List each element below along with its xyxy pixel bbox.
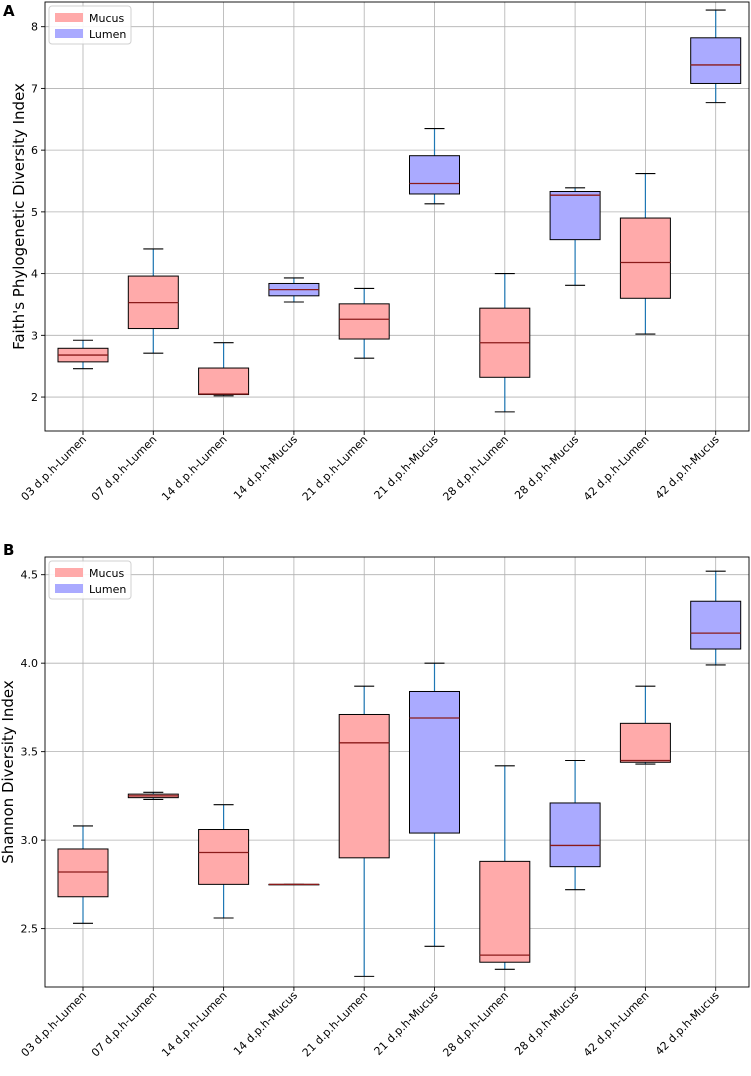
panel-letter: A [3,2,15,20]
box-07-d-p-h-lumen [127,791,179,800]
x-tick-label: 28 d.p.h-Lumen [440,989,511,1060]
iqr-box [479,860,531,963]
iqr-box [198,829,250,885]
box-42-d-p-h-lumen [619,173,671,335]
y-tick-label: 2.5 [21,923,39,936]
iqr-box [409,690,460,834]
x-tick-label: 28 d.p.h-Mucus [512,433,581,502]
box-21-d-p-h-lumen [338,287,390,359]
legend-swatch-lumen [55,29,83,38]
box-21-d-p-h-lumen [338,685,390,977]
x-tick-label: 21 d.p.h-Lumen [300,433,371,504]
y-tick-label: 3 [31,329,38,342]
legend-swatch-mucus [55,13,83,22]
box-07-d-p-h-lumen [127,248,179,354]
legend: Mucus Lumen [48,5,132,45]
iqr-box [338,303,390,340]
iqr-box [690,37,742,84]
y-tick-label: 5 [31,206,38,219]
x-tick-label: 28 d.p.h-Lumen [440,433,511,504]
x-tick-label: 14 d.p.h-Mucus [231,433,300,502]
x-tick-label: 14 d.p.h-Lumen [159,989,230,1060]
legend-label-mucus: Mucus [89,12,124,25]
x-tick-label: 21 d.p.h-Mucus [372,989,441,1058]
box-42-d-p-h-mucus [690,570,742,666]
x-tick-label: 21 d.p.h-Lumen [300,989,371,1060]
iqr-box [409,155,460,195]
x-tick-label: 21 d.p.h-Mucus [372,433,441,502]
box-42-d-p-h-mucus [690,9,742,104]
box-28-d-p-h-mucus [549,759,601,891]
box-03-d-p-h-lumen [57,825,109,924]
box-21-d-p-h-mucus [409,662,460,947]
x-tick-label: 07 d.p.h-Lumen [89,433,160,504]
iqr-box [198,367,250,396]
iqr-box [619,722,671,763]
iqr-box [549,191,601,241]
y-tick-label: 8 [31,21,38,34]
box-28-d-p-h-mucus [549,187,601,286]
x-tick-label: 07 d.p.h-Lumen [89,989,160,1060]
box-42-d-p-h-lumen [619,685,671,765]
y-tick-label: 3.0 [21,834,39,847]
iqr-box [619,217,671,299]
x-tick-label: 03 d.p.h-Lumen [19,989,90,1060]
y-tick-label: 4.5 [21,569,39,582]
y-axis-label: Shannon Diversity Index [0,680,17,864]
iqr-box [690,600,742,650]
y-tick-label: 7 [31,82,38,95]
legend-label-lumen: Lumen [89,583,126,596]
panel-letter: B [3,541,14,559]
legend-label-lumen: Lumen [89,28,126,41]
y-axis-label: Faith's Phylogenetic Diversity Index [10,83,28,350]
y-tick-label: 4.0 [21,657,39,670]
box-14-d-p-h-lumen [198,342,250,397]
legend-label-mucus: Mucus [89,567,124,580]
x-tick-label: 28 d.p.h-Mucus [512,989,581,1058]
box-14-d-p-h-lumen [198,804,250,919]
iqr-box [57,848,109,898]
x-tick-label: 42 d.p.h-Mucus [653,433,722,502]
box-03-d-p-h-lumen [57,339,109,370]
legend-swatch-lumen [55,584,83,593]
x-tick-label: 14 d.p.h-Mucus [231,989,300,1058]
iqr-box [549,802,601,868]
x-tick-label: 03 d.p.h-Lumen [19,433,90,504]
box-28-d-p-h-lumen [479,273,531,413]
x-tick-label: 42 d.p.h-Lumen [581,433,652,504]
box-21-d-p-h-mucus [409,127,460,205]
x-tick-label: 42 d.p.h-Mucus [653,989,722,1058]
box-14-d-p-h-mucus [268,883,320,886]
legend-swatch-mucus [55,568,83,577]
x-tick-label: 14 d.p.h-Lumen [159,433,230,504]
x-tick-label: 42 d.p.h-Lumen [581,989,652,1060]
y-tick-label: 3.5 [21,746,39,759]
plot-frame [44,1,750,432]
y-tick-label: 6 [31,144,38,157]
panel-b: B 2.5 3.0 3.5 4.0 4.5 03 d.p.h-Lumen 07 d.p.h-L… [0,541,750,1060]
box-14-d-p-h-mucus [268,277,320,303]
iqr-box [338,713,390,859]
plot-frame [44,556,750,988]
y-tick-label: 4 [31,268,38,281]
legend: Mucus Lumen [48,560,132,600]
y-tick-label: 2 [31,391,38,404]
box-28-d-p-h-lumen [479,765,531,970]
